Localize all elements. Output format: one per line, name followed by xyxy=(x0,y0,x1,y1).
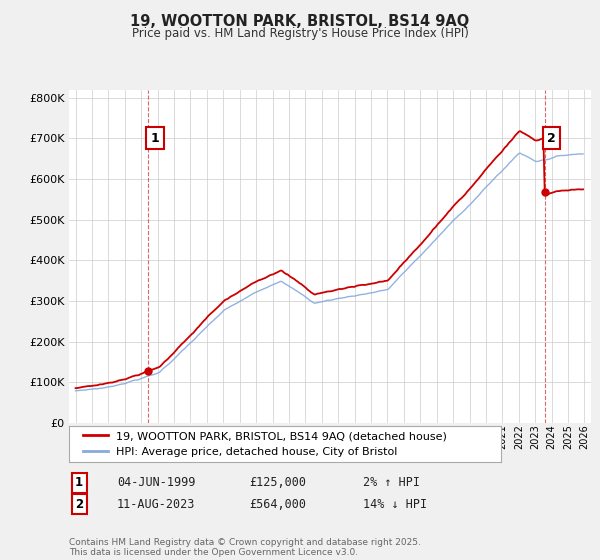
Text: 2: 2 xyxy=(547,132,556,145)
Text: 04-JUN-1999: 04-JUN-1999 xyxy=(117,476,196,489)
Text: 14% ↓ HPI: 14% ↓ HPI xyxy=(363,497,427,511)
Text: 2: 2 xyxy=(75,497,83,511)
Text: 19, WOOTTON PARK, BRISTOL, BS14 9AQ: 19, WOOTTON PARK, BRISTOL, BS14 9AQ xyxy=(130,14,470,29)
Text: Price paid vs. HM Land Registry's House Price Index (HPI): Price paid vs. HM Land Registry's House … xyxy=(131,27,469,40)
Text: 11-AUG-2023: 11-AUG-2023 xyxy=(117,497,196,511)
Text: Contains HM Land Registry data © Crown copyright and database right 2025.
This d: Contains HM Land Registry data © Crown c… xyxy=(69,538,421,557)
Text: 1: 1 xyxy=(75,476,83,489)
Text: £564,000: £564,000 xyxy=(249,497,306,511)
Text: 2% ↑ HPI: 2% ↑ HPI xyxy=(363,476,420,489)
Legend: 19, WOOTTON PARK, BRISTOL, BS14 9AQ (detached house), HPI: Average price, detach: 19, WOOTTON PARK, BRISTOL, BS14 9AQ (det… xyxy=(79,427,451,461)
Text: 1: 1 xyxy=(151,132,160,145)
Text: £125,000: £125,000 xyxy=(249,476,306,489)
